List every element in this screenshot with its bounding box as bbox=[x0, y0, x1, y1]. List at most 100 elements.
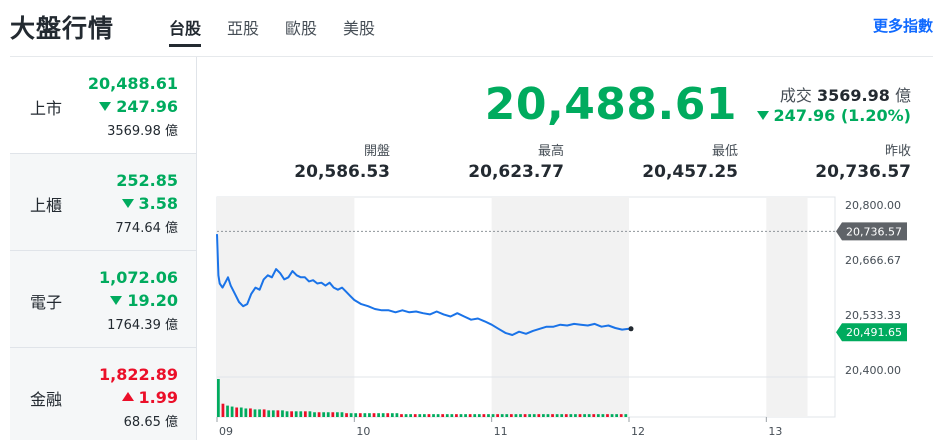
tab-europe[interactable]: 歐股 bbox=[285, 19, 318, 38]
x-tick-label: 12 bbox=[631, 425, 645, 438]
volume-bar bbox=[445, 414, 449, 417]
x-tick-label: 10 bbox=[356, 425, 370, 438]
volume-bar bbox=[459, 414, 463, 417]
page-title: 大盤行情 bbox=[10, 14, 115, 43]
volume-bar bbox=[500, 414, 504, 417]
tab-taiwan[interactable]: 台股 bbox=[169, 0, 202, 47]
tab-us[interactable]: 美股 bbox=[343, 19, 376, 38]
volume-bar bbox=[574, 414, 577, 417]
volume-bar bbox=[349, 413, 353, 417]
volume-bar bbox=[221, 403, 225, 417]
intraday-chart[interactable]: 20,800.00 20,666.67 20,533.33 20,400.00 09 10… bbox=[216, 190, 933, 440]
volume-bar bbox=[564, 414, 568, 417]
sidebar-item-volume: 1764.39 億 bbox=[107, 318, 178, 333]
volume-bar bbox=[491, 414, 495, 417]
stat-low-label: 最低 bbox=[711, 144, 738, 159]
session-shade bbox=[491, 197, 629, 417]
header-divider bbox=[10, 56, 933, 57]
sidebar-item-electronics[interactable]: 電子 1,072.06 19.20 1764.39 億 bbox=[10, 251, 196, 348]
volume-bar bbox=[555, 414, 559, 417]
volume-bar bbox=[601, 414, 605, 417]
triangle-down-icon bbox=[110, 296, 123, 305]
volume-bar bbox=[258, 409, 261, 417]
triangle-down-icon bbox=[99, 102, 112, 111]
index-price: 20,488.61 bbox=[484, 79, 737, 130]
sidebar-item-label: 金融 bbox=[30, 390, 63, 409]
volume-bar bbox=[409, 414, 413, 417]
intraday-chart-svg: 20,800.00 20,666.67 20,533.33 20,400.00 09 10… bbox=[216, 196, 907, 438]
sidebar-item-change-value: 247.96 bbox=[116, 97, 178, 116]
volume-bar bbox=[528, 414, 532, 417]
volume-bar bbox=[537, 414, 541, 417]
sidebar-item-price: 1,072.06 bbox=[99, 268, 178, 287]
volume-bar bbox=[253, 409, 257, 417]
volume-bar bbox=[610, 414, 614, 417]
volume-bar bbox=[358, 413, 362, 417]
y-tick-label: 20,400.00 bbox=[845, 364, 901, 377]
stat-open-label: 開盤 bbox=[363, 144, 390, 159]
index-change-value: 247.96 (1.20%) bbox=[773, 106, 911, 125]
x-tick-label: 09 bbox=[219, 425, 233, 438]
triangle-up-icon bbox=[121, 392, 134, 401]
sidebar-item-change-value: 19.20 bbox=[127, 291, 178, 310]
session-shade bbox=[217, 197, 355, 417]
sidebar-item-listed[interactable]: 上市 20,488.61 247.96 3569.98 億 bbox=[10, 57, 196, 154]
last-price-dot bbox=[628, 326, 634, 332]
volume-bar bbox=[267, 410, 271, 417]
volume-bar bbox=[390, 413, 394, 417]
index-sidebar: 上市 20,488.61 247.96 3569.98 億 上櫃 252.85 … bbox=[10, 57, 197, 440]
y-tick-label: 20,666.67 bbox=[845, 254, 901, 267]
sidebar-item-label: 上市 bbox=[30, 99, 63, 118]
volume-bar bbox=[345, 413, 348, 417]
current-price-tag bbox=[836, 323, 907, 342]
volume-bar bbox=[226, 405, 229, 417]
volume-bar bbox=[290, 411, 293, 417]
index-change: 247.96 (1.20%) bbox=[756, 106, 911, 125]
triangle-down-icon bbox=[121, 199, 134, 208]
volume-bar bbox=[551, 414, 554, 417]
volume-bar bbox=[496, 414, 499, 417]
tab-asia[interactable]: 亞股 bbox=[227, 19, 260, 38]
sidebar-item-price: 20,488.61 bbox=[87, 74, 178, 93]
turnover-label: 成交 bbox=[779, 86, 812, 105]
sidebar-item-finance[interactable]: 金融 1,822.89 1.99 68.65 億 bbox=[10, 348, 196, 440]
volume-bar bbox=[436, 414, 440, 417]
volume-bar bbox=[322, 412, 326, 417]
volume-bar bbox=[532, 414, 536, 417]
volume-bar bbox=[519, 414, 522, 417]
volume-bar bbox=[276, 410, 280, 417]
volume-bar bbox=[606, 414, 609, 417]
volume-bar bbox=[404, 414, 408, 417]
volume-bar bbox=[340, 412, 344, 417]
stat-high-value: 20,623.77 bbox=[468, 162, 564, 182]
volume-bar bbox=[244, 408, 248, 417]
sidebar-item-change: 1.99 bbox=[121, 388, 178, 407]
volume-bar bbox=[482, 414, 486, 417]
sidebar-item-change: 3.58 bbox=[121, 194, 178, 213]
turnover-value: 3569.98 bbox=[817, 86, 890, 105]
sidebar-item-price: 1,822.89 bbox=[99, 365, 178, 384]
volume-bar bbox=[326, 412, 330, 417]
more-indices-link[interactable]: 更多指數 bbox=[872, 17, 933, 35]
volume-bar bbox=[583, 414, 586, 417]
volume-bar bbox=[473, 414, 477, 417]
sidebar-item-otc[interactable]: 上櫃 252.85 3.58 774.64 億 bbox=[10, 154, 196, 251]
sidebar-item-change-value: 1.99 bbox=[138, 388, 178, 407]
volume-bar bbox=[423, 414, 426, 417]
volume-bar bbox=[294, 411, 298, 417]
volume-bar bbox=[308, 411, 312, 417]
sidebar-item-price: 252.85 bbox=[116, 171, 178, 190]
stat-low-value: 20,457.25 bbox=[642, 162, 738, 182]
volume-bar bbox=[413, 414, 417, 417]
volume-bar bbox=[377, 413, 380, 417]
volume-bar bbox=[509, 414, 513, 417]
volume-bar bbox=[217, 379, 220, 417]
volume-bar bbox=[615, 414, 619, 417]
stat-prev-close-value: 20,736.57 bbox=[815, 162, 911, 182]
turnover-unit: 億 bbox=[894, 86, 911, 105]
volume-bar bbox=[596, 414, 600, 417]
turnover: 成交 3569.98 億 bbox=[780, 82, 911, 106]
volume-bar bbox=[624, 414, 628, 417]
volume-bar bbox=[546, 414, 550, 417]
volume-bar bbox=[464, 414, 467, 417]
